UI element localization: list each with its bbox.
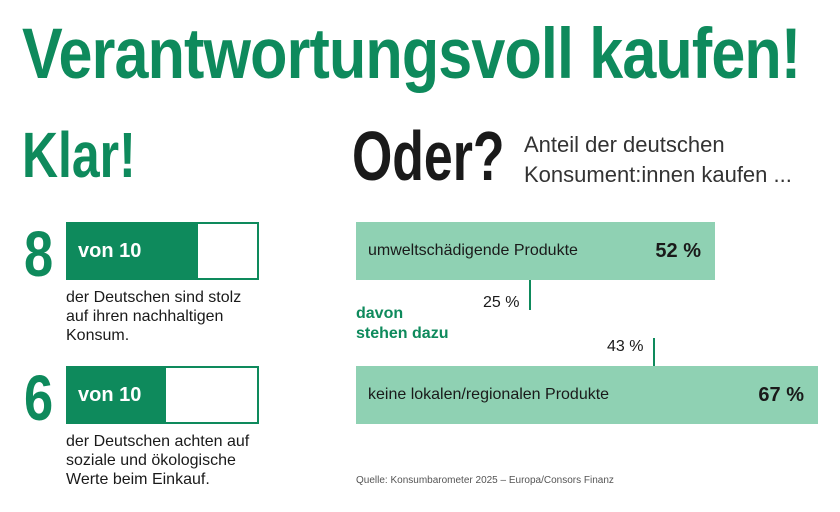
right-heading: Oder? xyxy=(352,117,505,195)
stat-text-1: der Deutschen sind stolz auf ihren nachh… xyxy=(66,288,241,345)
chart-sub-value-2: 43 % xyxy=(607,338,644,355)
chart-bar-1-value: 52 % xyxy=(655,240,701,262)
chart-sub-value-1: 25 % xyxy=(483,294,520,311)
page-title: Verantwortungsvoll kaufen! xyxy=(22,15,801,94)
chart-bar-1-category: umweltschädigende Produkte xyxy=(368,242,578,259)
stat-bar-1: von 10 xyxy=(66,222,259,280)
stat-number-2: 6 xyxy=(24,362,54,434)
stat-text-1-line-3: Konsum. xyxy=(66,327,130,344)
chart-bar-2-category: keine lokalen/regionalen Produkte xyxy=(368,386,610,403)
left-heading: Klar! xyxy=(22,119,136,191)
davon-label-line-2: stehen dazu xyxy=(356,325,449,342)
stat-text-2-line-1: der Deutschen achten auf xyxy=(66,433,250,450)
chart-sub-marker-2 xyxy=(653,338,655,382)
chart-bar-1: umweltschädigende Produkte 52 % xyxy=(356,222,715,280)
chart-intro-line-2: Konsument:innen kaufen ... xyxy=(524,162,792,187)
chart-sub-marker-1 xyxy=(529,280,531,310)
chart-bar-2: keine lokalen/regionalen Produkte 67 % xyxy=(356,366,818,424)
chart-bar-2-value: 67 % xyxy=(758,384,804,406)
stat-text-2-line-3: Werte beim Einkauf. xyxy=(66,471,210,488)
stat-bar-fill-2 xyxy=(68,368,166,422)
stat-bar-2: von 10 xyxy=(66,366,259,424)
stat-text-2-line-2: soziale und ökologische xyxy=(66,452,236,469)
stat-text-2: der Deutschen achten auf soziale und öko… xyxy=(66,432,249,489)
stat-bar-fill-1 xyxy=(68,224,198,278)
stat-number-1: 8 xyxy=(24,218,54,290)
davon-label: davon stehen dazu xyxy=(356,304,448,344)
stat-bar-label-1: von 10 xyxy=(78,240,142,262)
davon-label-line-1: davon xyxy=(356,305,404,322)
stat-bar-label-2: von 10 xyxy=(78,384,142,406)
stat-text-1-line-1: der Deutschen sind stolz xyxy=(66,289,242,306)
stat-text-1-line-2: auf ihren nachhaltigen xyxy=(66,308,224,325)
chart-intro-line-1: Anteil der deutschen xyxy=(524,132,725,157)
chart-intro: Anteil der deutschen Konsument:innen kau… xyxy=(524,130,792,190)
source-note: Quelle: Konsumbarometer 2025 – Europa/Co… xyxy=(356,475,614,486)
